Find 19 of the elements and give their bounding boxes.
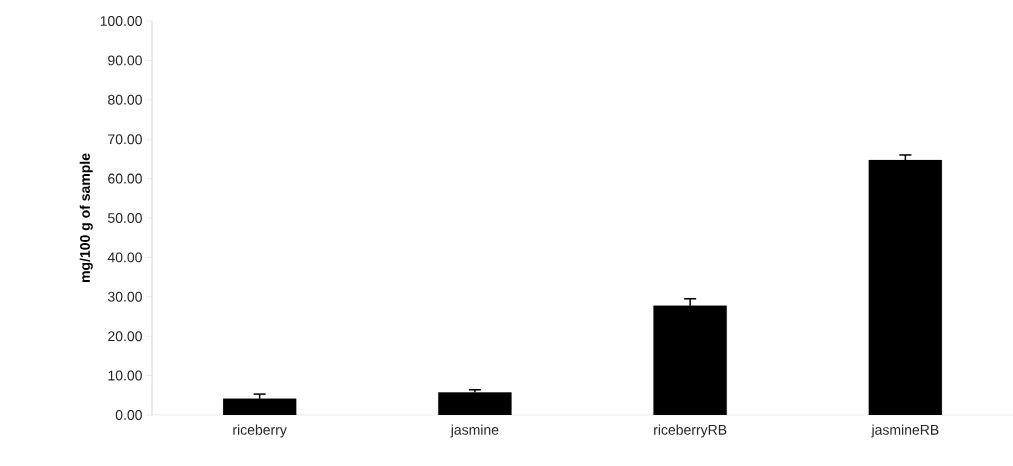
y-tick-label: 20.00: [108, 331, 142, 342]
x-tick-label: jasmine: [450, 424, 499, 438]
y-tick-label: 80.00: [108, 94, 142, 105]
y-tick-label: 100.00: [100, 16, 142, 26]
y-tick-label: 90.00: [108, 55, 142, 66]
x-tick-label: jasmineRB: [871, 424, 939, 438]
x-tick-label: riceberry: [233, 424, 287, 438]
x-tick-label: riceberryRB: [654, 424, 727, 438]
bar: [438, 392, 512, 415]
y-tick-label: 10.00: [108, 370, 142, 381]
bar: [222, 398, 297, 415]
y-tick-label: 50.00: [108, 213, 142, 223]
y-tick-label: 70.00: [108, 134, 142, 145]
y-tick-label: 0.00: [115, 410, 142, 420]
y-tick-label: 30.00: [107, 291, 142, 302]
y-tick-label: 60.00: [108, 173, 142, 184]
bar: [868, 159, 943, 415]
y-axis-title: mg/100 g of sample: [79, 153, 93, 283]
y-tick-label: 40.00: [107, 252, 142, 263]
